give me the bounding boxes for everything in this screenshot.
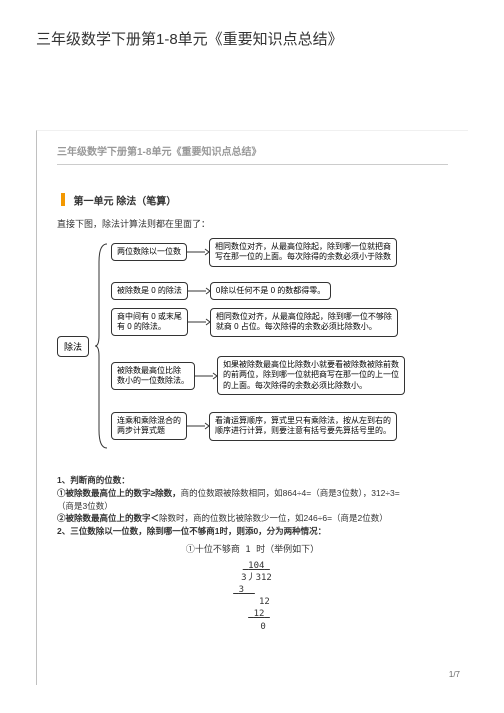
- right-box: 相同数位对齐，从最高位除起，除到哪一位就把商写在那一位的上面。每次除得的余数必须…: [209, 238, 397, 267]
- left-box: 连乘和乘除混合的 两步计算式题: [111, 412, 187, 440]
- txt: 除数时，商的位数比被除数少一位，如246÷6=（商是2位数）: [159, 513, 388, 523]
- dividend: 312: [256, 573, 272, 583]
- txt: ②被除数最高位上的数字＜: [57, 513, 159, 523]
- txt: 商的位数跟被除数相同，如864÷4=（商是3位数），312÷3=: [181, 488, 400, 498]
- right-box: 0除以任何不是 0 的数都得零。: [210, 282, 331, 300]
- body-text: 1、判断商的位数： ①被除数最高位上的数字≥除数，商的位数跟被除数相同，如864…: [57, 474, 448, 633]
- txt: ①被除数最高位上的数字≥除数，: [57, 488, 181, 498]
- diagram-row: 被除数最高位比除 数小的一位数除法。 如果被除数最高位比除数小就要看被除数被除前…: [57, 356, 405, 395]
- left-box: 被除数最高位比除 数小的一位数除法。: [111, 362, 195, 390]
- page-number: 1/7: [449, 670, 460, 679]
- diagram-row: 商中间有 0 或末尾 有 0 的除法。 相同数位对齐，从最高位除起，除到哪一位不…: [57, 308, 398, 337]
- left-box: 商中间有 0 或末尾 有 0 的除法。: [111, 308, 188, 336]
- intro-text: 直接下图，除法计算法则都在里面了：: [57, 217, 468, 230]
- diagram: 除法 两位数除以一位数 相同数位对齐，从最高位除起，除到哪一位就把商写在那一位的…: [57, 236, 468, 466]
- diagram-row: 被除数是 0 的除法 0除以任何不是 0 的数都得零。: [57, 282, 331, 300]
- heading: 2、三位数除以一位数，除到哪一位不够商1时，则添0，分为两种情况：: [57, 526, 326, 536]
- arrow-icon: [187, 248, 209, 256]
- divider: [57, 164, 448, 165]
- arrow-icon: [187, 422, 209, 430]
- right-box: 相同数位对齐，从最高位除起，除到哪一位不够除就商 0 占位。每次除得的余数必须比…: [210, 308, 398, 337]
- calc-title: ①十位不够商 1 时（举例如下）: [57, 544, 448, 556]
- root-node: 除法: [57, 336, 89, 357]
- quotient: 104: [243, 561, 270, 571]
- diagram-row: 两位数除以一位数 相同数位对齐，从最高位除起，除到哪一位就把商写在那一位的上面。…: [57, 238, 397, 267]
- doc-title: 三年级数学下册第1-8单元《重要知识点总结》: [0, 0, 504, 49]
- left-box: 被除数是 0 的除法: [111, 282, 188, 300]
- step: 0: [233, 621, 272, 633]
- page-frame: 三年级数学下册第1-8单元《重要知识点总结》 第一单元 除法（笔算） 直接下图，…: [36, 130, 468, 685]
- section-header: 第一单元 除法（笔算）: [61, 191, 468, 209]
- right-box: 如果被除数最高位比除数小就要看被除数被除前数的前两位，除到哪一位就把商写在那一位…: [217, 356, 405, 395]
- right-box: 看清运算顺序，算式里只有乘除法，按从左到右的顺序进行计算，则要注意有括号要先算括…: [209, 412, 397, 441]
- bracket-icon: 丿: [247, 573, 256, 583]
- heading: 1、判断商的位数：: [57, 475, 130, 485]
- arrow-icon: [195, 372, 217, 380]
- orange-bar-icon: [61, 193, 65, 206]
- step: 12: [248, 609, 270, 619]
- txt: （商是3位数）: [57, 500, 448, 513]
- section-title: 第一单元 除法（笔算）: [73, 196, 176, 207]
- arrow-icon: [188, 318, 210, 326]
- arrow-icon: [188, 287, 210, 295]
- step: 3: [233, 585, 255, 595]
- subtitle: 三年级数学下册第1-8单元《重要知识点总结》: [37, 131, 468, 158]
- step: 12: [233, 596, 272, 608]
- left-box: 两位数除以一位数: [111, 243, 187, 261]
- calc-block: ①十位不够商 1 时（举例如下） 104 3丿312 3 12 12 0: [57, 544, 448, 633]
- diagram-row: 连乘和乘除混合的 两步计算式题 看清运算顺序，算式里只有乘除法，按从左到右的顺序…: [57, 412, 397, 441]
